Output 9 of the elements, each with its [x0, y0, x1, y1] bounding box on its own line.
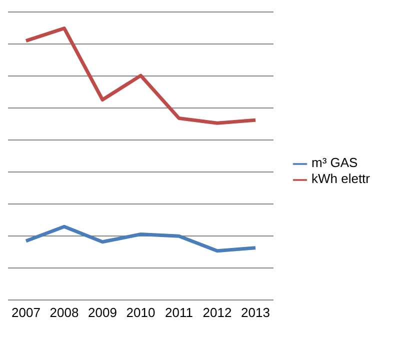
x-tick-label: 2012 [202, 305, 232, 320]
x-tick-label: 2011 [165, 305, 193, 320]
x-tick-label: 2013 [241, 305, 270, 320]
legend-label: m³ GAS [311, 155, 358, 170]
x-tick-label: 2010 [126, 305, 156, 320]
x-tick-label: 2009 [88, 305, 117, 320]
x-tick-label: 2007 [12, 305, 40, 320]
x-tick-label: 2008 [50, 305, 79, 320]
legend-label: kWh elettr [311, 171, 370, 186]
